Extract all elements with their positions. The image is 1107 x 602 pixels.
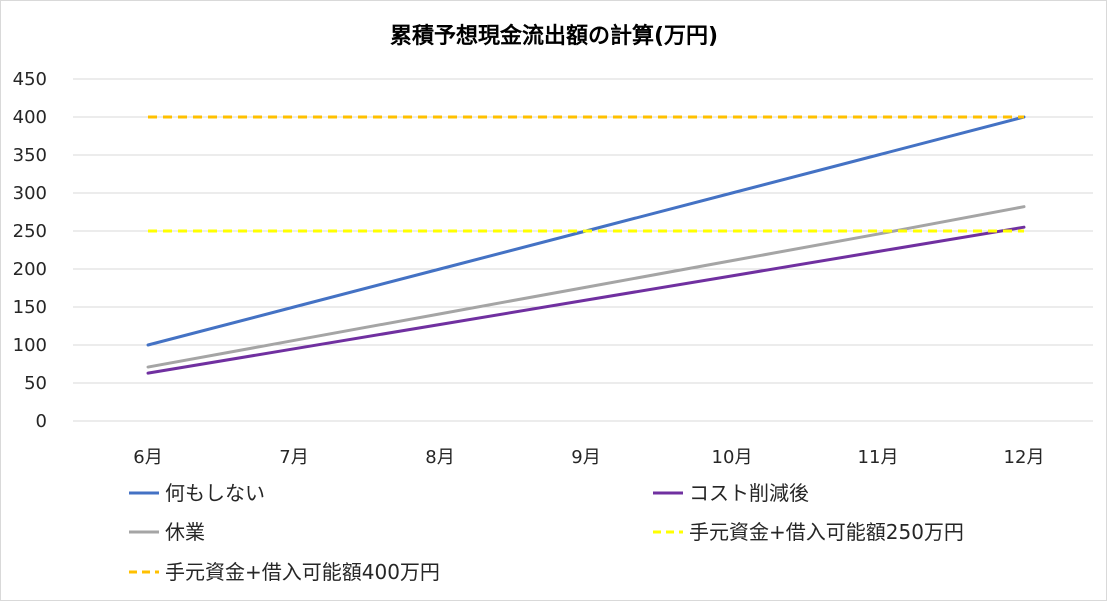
y-tick-label: 400 (13, 107, 47, 128)
x-tick-label: 7月 (279, 447, 308, 468)
y-tick-label: 50 (24, 373, 47, 394)
gridlines (73, 78, 1093, 422)
y-tick-label: 300 (13, 183, 47, 204)
legend-label: 手元資金+借入可能額400万円 (165, 560, 440, 584)
x-tick-label: 12月 (1004, 447, 1045, 468)
x-tick-label: 10月 (712, 447, 753, 468)
y-tick-label: 450 (13, 69, 47, 90)
y-tick-label: 250 (13, 221, 47, 242)
x-tick-label: 8月 (425, 447, 454, 468)
legend-label: 何もしない (165, 481, 265, 505)
series-lines (146, 115, 1026, 375)
y-tick-label: 350 (13, 145, 47, 166)
y-tick-label: 200 (13, 259, 47, 280)
chart-title: 累積予想現金流出額の計算(万円) (390, 23, 718, 49)
legend-label: コスト削減後 (689, 481, 809, 505)
y-axis-ticks: 0 50 100 150 200 250 300 350 400 450 (13, 69, 47, 432)
legend-label: 休業 (165, 520, 205, 544)
series-line-1 (146, 225, 1026, 375)
x-tick-label: 9月 (571, 447, 600, 468)
x-tick-label: 6月 (133, 447, 162, 468)
y-tick-label: 150 (13, 297, 47, 318)
series-line-2 (146, 205, 1026, 369)
x-axis-ticks: 6月 7月 8月 9月 10月 11月 12月 (133, 447, 1044, 468)
y-tick-label: 100 (13, 335, 47, 356)
x-tick-label: 11月 (858, 447, 899, 468)
y-tick-label: 0 (36, 411, 47, 432)
legend-label: 手元資金+借入可能額250万円 (689, 520, 964, 544)
